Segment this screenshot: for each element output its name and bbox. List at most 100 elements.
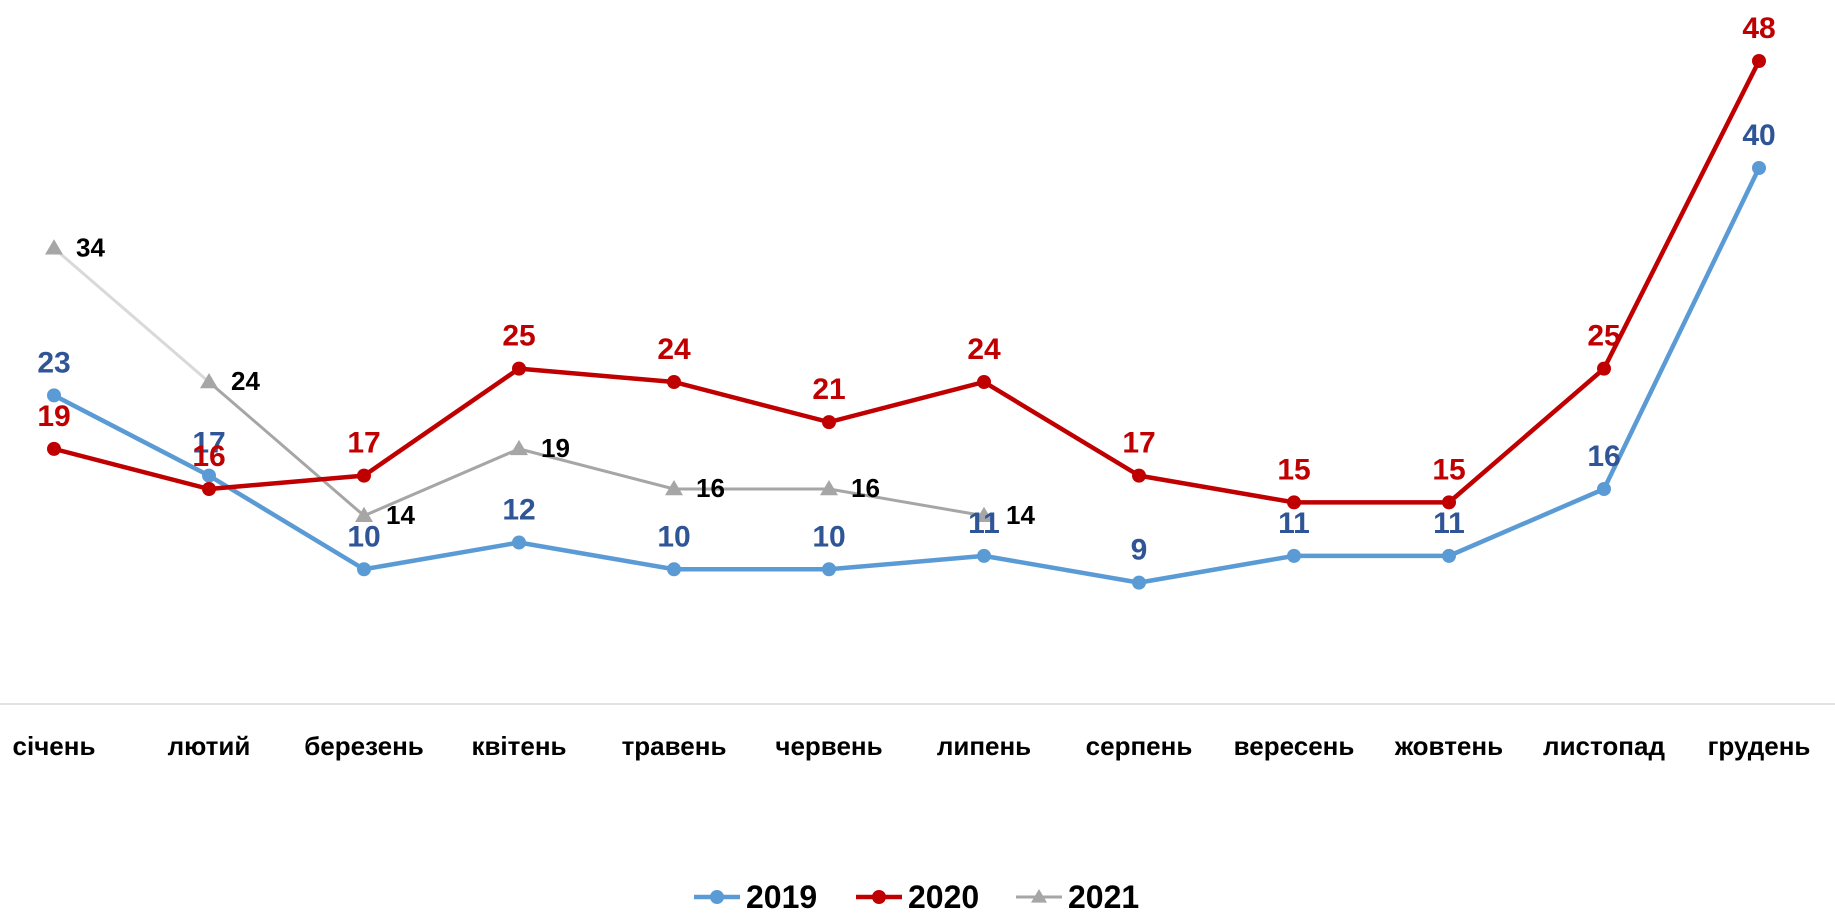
series-2019-line-segment <box>206 473 367 572</box>
series-2020-marker <box>822 415 836 430</box>
series-2021-data-label: 16 <box>696 473 725 503</box>
series-2019-line-segment <box>51 393 212 478</box>
series-2021-line-segment <box>362 447 521 518</box>
legend-2020-marker <box>872 890 886 904</box>
series-2019-marker <box>1752 161 1766 175</box>
legend-2019-label: 2019 <box>746 879 817 910</box>
series-2020-data-label: 25 <box>502 320 535 353</box>
series-2020-marker <box>1287 495 1301 510</box>
series-2020-marker <box>1132 468 1146 483</box>
series-2020-line-segment <box>1446 366 1607 505</box>
series-2021-marker <box>665 480 683 496</box>
series-2020-marker <box>357 468 371 483</box>
series-2019-line-segment <box>981 553 1142 585</box>
series-2019-marker <box>47 388 61 403</box>
series-2019-data-label: 23 <box>37 346 70 379</box>
x-tick-label: вересень <box>1234 731 1355 761</box>
series-2021-data-label: 14 <box>1006 500 1035 530</box>
series-2021-line-segment <box>827 487 986 518</box>
x-tick-label: травень <box>622 731 727 761</box>
series-2020-data-label: 17 <box>347 427 380 460</box>
series-2021-marker <box>200 373 218 389</box>
series-2021-line-segment <box>517 447 676 491</box>
x-tick-label: січень <box>13 731 96 761</box>
x-tick-label: липень <box>937 731 1031 761</box>
series-2020-data-label: 15 <box>1432 453 1465 486</box>
series-2019-marker <box>357 562 371 577</box>
series-2020-line-segment <box>981 379 1142 478</box>
series-2020-data-label: 24 <box>657 333 691 366</box>
series-2020-line-segment <box>826 379 987 425</box>
series-2020-marker <box>202 482 216 496</box>
series-2020-data-label: 15 <box>1277 453 1310 486</box>
x-tick-label: березень <box>304 731 424 761</box>
series-2020-line-segment <box>206 473 367 492</box>
x-tick-label: квітень <box>471 731 566 761</box>
series-2020-data-label: 21 <box>812 373 845 406</box>
series-2020-marker <box>1752 54 1766 68</box>
series-2020-line-segment <box>1136 473 1297 505</box>
series-2021-line-segment <box>52 246 211 384</box>
series-2019-line-segment <box>1446 486 1607 559</box>
series-2019-data-label: 10 <box>657 520 690 553</box>
series-2019-line-segment <box>361 540 522 572</box>
series-2019-line-segment <box>1601 165 1762 492</box>
series-2020-line-segment <box>361 366 522 478</box>
series-2021-marker <box>975 506 993 523</box>
series-2021-marker <box>820 480 838 496</box>
series-2021-marker <box>510 439 528 456</box>
series-2019-data-label: 16 <box>1587 440 1620 473</box>
legend-2021-label: 2021 <box>1068 879 1139 910</box>
series-2019-marker <box>667 562 681 577</box>
series-2019-data-label: 11 <box>968 507 1000 540</box>
series-2020-data-label: 25 <box>1587 320 1620 353</box>
series-2021-data-label: 16 <box>851 473 880 503</box>
series-2020-line-segment <box>671 379 832 425</box>
series-2020-marker <box>977 375 991 389</box>
legend-2020-label: 2020 <box>908 879 979 910</box>
series-2020-line-segment <box>516 366 677 385</box>
series-2020-marker <box>667 375 681 389</box>
x-tick-label: жовтень <box>1394 731 1503 761</box>
series-2021-data-label: 24 <box>231 366 260 396</box>
series-2019-marker <box>1132 575 1146 590</box>
series-2019-marker <box>202 468 216 483</box>
series-2020-data-label: 16 <box>192 440 225 473</box>
series-2020-data-label: 24 <box>967 333 1001 366</box>
series-2019-data-label: 40 <box>1742 119 1775 152</box>
series-2019-marker <box>512 535 526 550</box>
series-2019-data-label: 10 <box>812 520 845 553</box>
series-2021-marker <box>45 239 63 255</box>
series-2020-marker <box>1597 361 1611 376</box>
series-2020-marker <box>47 441 61 456</box>
series-2019-data-label: 17 <box>192 427 225 460</box>
series-2021-line-segment <box>207 380 366 518</box>
legend-2021-marker <box>1031 889 1047 903</box>
x-tick-label: серпень <box>1086 731 1193 761</box>
series-2021-data-label: 19 <box>541 433 570 463</box>
series-2021-marker <box>355 506 373 523</box>
series-2020-marker <box>1442 495 1456 510</box>
series-2019-data-label: 10 <box>347 520 380 553</box>
series-2019-marker <box>1287 548 1301 563</box>
series-2019-line-segment <box>516 540 677 572</box>
series-2020-line-segment <box>1601 58 1762 371</box>
series-2021-data-label: 14 <box>386 500 415 530</box>
x-tick-label: листопад <box>1543 731 1665 761</box>
x-tick-label: грудень <box>1708 731 1811 761</box>
series-2019-marker <box>822 562 836 577</box>
series-2019-data-label: 11 <box>1433 507 1465 540</box>
series-2020-data-label: 48 <box>1742 12 1775 45</box>
series-2019-data-label: 9 <box>1131 534 1148 567</box>
series-2019-marker <box>1597 482 1611 496</box>
legend-2019-marker <box>710 890 724 904</box>
series-2019-line-segment <box>1136 553 1297 585</box>
series-2019-data-label: 11 <box>1278 507 1310 540</box>
x-tick-label: лютий <box>168 731 251 761</box>
series-2019-marker <box>977 548 991 563</box>
series-2020-data-label: 19 <box>37 400 70 433</box>
series-2021-data-label: 34 <box>76 232 105 262</box>
series-2019-marker <box>1442 548 1456 563</box>
